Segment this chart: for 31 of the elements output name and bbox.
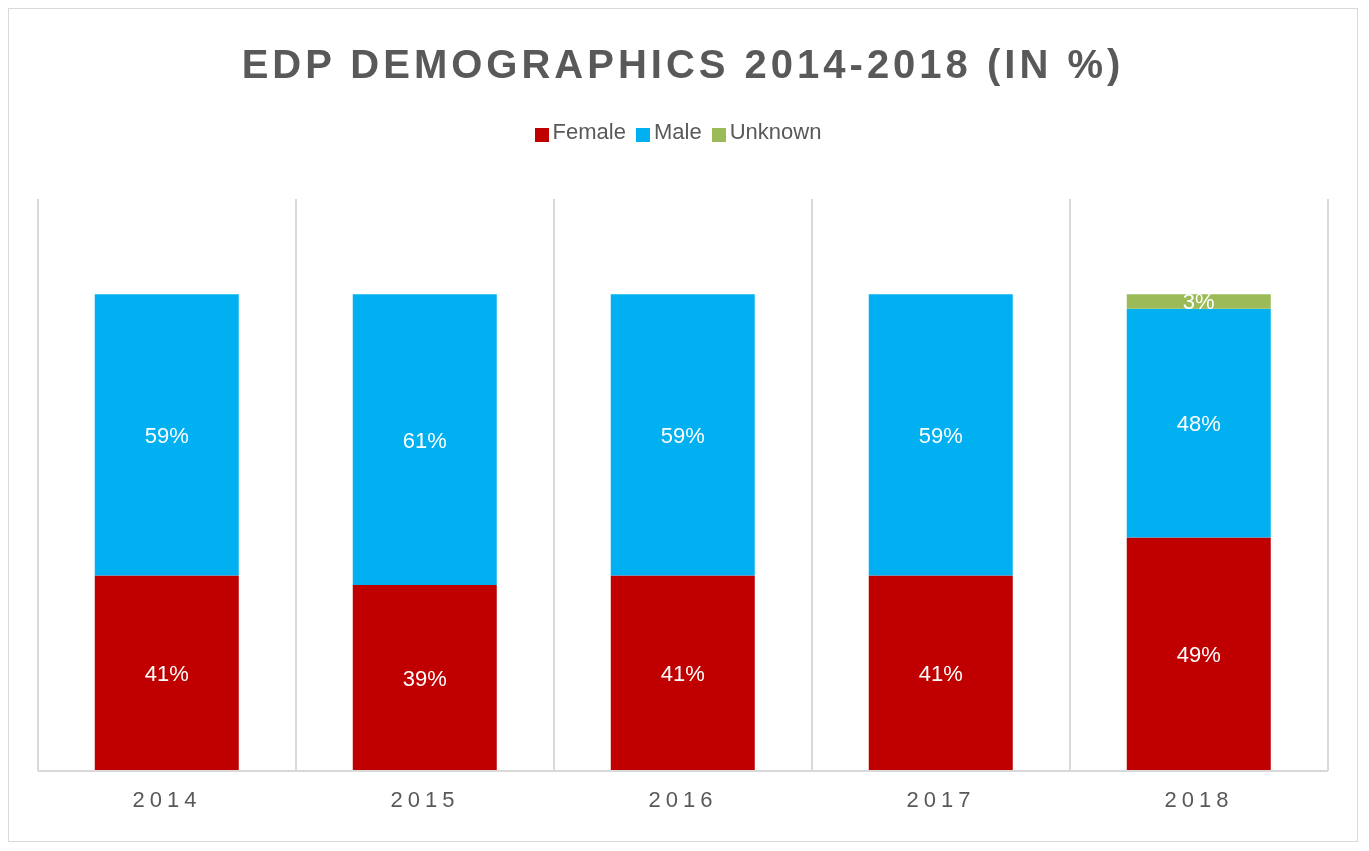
data-label: 41% xyxy=(660,661,705,687)
bar xyxy=(868,294,1013,576)
data-label: 41% xyxy=(918,661,963,687)
x-tick-label: 2018 xyxy=(1164,786,1234,812)
bar xyxy=(352,294,497,586)
bar xyxy=(1126,308,1271,538)
bar xyxy=(94,294,239,576)
data-label: 3% xyxy=(1182,289,1215,315)
legend-label: Female xyxy=(552,119,626,144)
legend-label: Unknown xyxy=(729,119,822,144)
data-label: 61% xyxy=(402,427,447,453)
data-label: 41% xyxy=(144,661,189,687)
legend-label: Male xyxy=(653,119,702,144)
x-tick-label: 2015 xyxy=(390,786,460,812)
data-label: 59% xyxy=(660,422,705,448)
data-label: 49% xyxy=(1176,642,1221,668)
x-tick-label: 2017 xyxy=(906,786,976,812)
x-tick-label: 2014 xyxy=(132,786,202,812)
bar xyxy=(610,575,755,771)
bar xyxy=(868,575,1013,771)
bar xyxy=(352,585,497,771)
data-label: 39% xyxy=(402,665,447,691)
bar xyxy=(94,575,239,771)
chart-title: EDP DEMOGRAPHICS 2014-2018 (IN %) xyxy=(240,40,1126,88)
bar xyxy=(1126,537,1271,771)
bar xyxy=(610,294,755,576)
x-tick-label: 2016 xyxy=(648,786,718,812)
bar xyxy=(1126,294,1271,309)
data-label: 59% xyxy=(144,422,189,448)
data-label: 59% xyxy=(918,422,963,448)
data-label: 48% xyxy=(1176,410,1221,436)
